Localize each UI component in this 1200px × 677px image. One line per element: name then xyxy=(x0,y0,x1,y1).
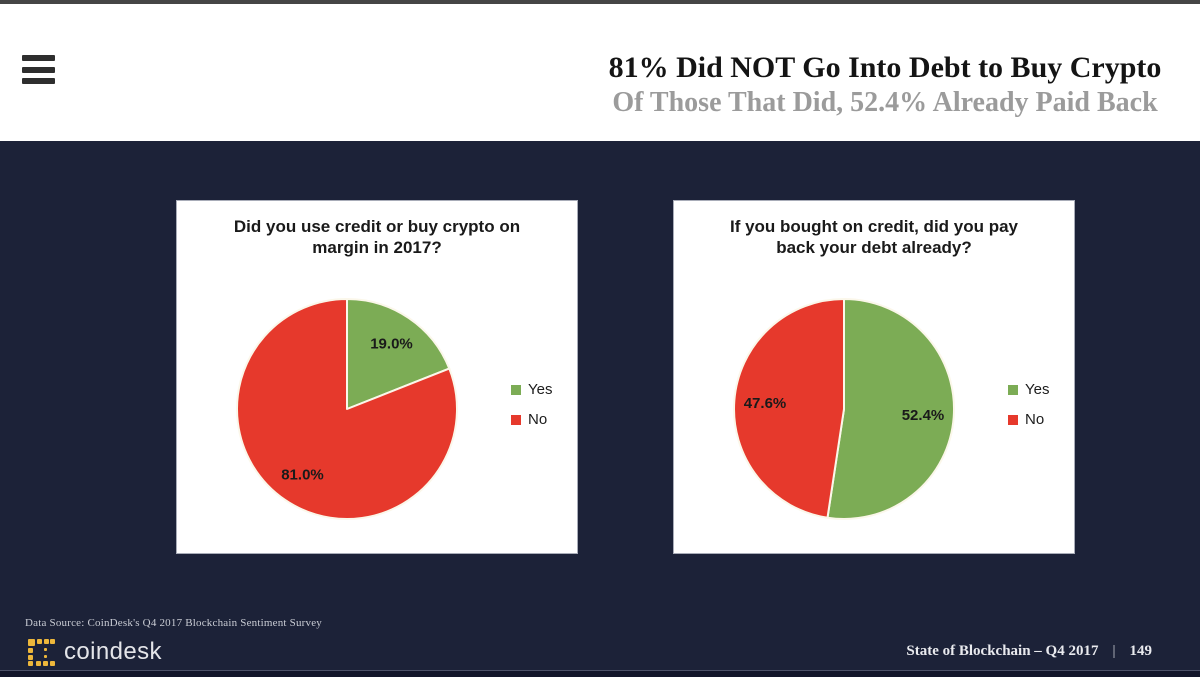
chart-title: If you bought on credit, did you pay bac… xyxy=(729,217,1019,257)
pie-slice-yes xyxy=(346,298,451,410)
slide-title: 81% Did NOT Go Into Debt to Buy Crypto xyxy=(608,51,1162,84)
slice-data-label: 81.0% xyxy=(281,467,324,484)
legend-label: Yes xyxy=(528,381,553,398)
hamburger-icon xyxy=(22,66,55,73)
legend-item-yes: Yes xyxy=(511,381,552,398)
data-source-note: Data Source: CoinDesk's Q4 2017 Blockcha… xyxy=(25,617,322,629)
coindesk-logo: coindesk xyxy=(28,638,162,666)
slide-body: Did you use credit or buy crypto on marg… xyxy=(0,141,1200,677)
chart-title: Did you use credit or buy crypto on marg… xyxy=(233,217,521,257)
hamburger-icon xyxy=(22,78,55,84)
footer-page-info: State of Blockchain – Q4 2017 | 149 xyxy=(906,643,1152,660)
window-top-edge xyxy=(0,0,1200,4)
slide-subtitle: Of Those That Did, 52.4% Already Paid Ba… xyxy=(612,87,1158,118)
slice-data-label: 19.0% xyxy=(370,336,413,353)
window-bottom-edge xyxy=(0,670,1200,677)
pie-chart-credit-usage: 19.0% 81.0% xyxy=(236,298,458,520)
legend-item-yes: Yes xyxy=(1008,381,1049,398)
legend-label: Yes xyxy=(1025,381,1050,398)
legend-item-no: No xyxy=(511,411,552,428)
pie-slice-no xyxy=(733,298,845,519)
pie-chart-debt-payback: 52.4% 47.6% xyxy=(733,298,956,520)
report-title: State of Blockchain – Q4 2017 xyxy=(906,643,1099,659)
legend-label: No xyxy=(1025,411,1045,428)
legend-swatch xyxy=(1008,414,1018,425)
legend-swatch xyxy=(511,384,521,395)
title-block: 81% Did NOT Go Into Debt to Buy Crypto O… xyxy=(570,50,1200,119)
legend-swatch xyxy=(1008,384,1018,395)
slice-data-label: 52.4% xyxy=(902,407,945,424)
coindesk-wordmark: coindesk xyxy=(64,638,162,665)
legend-swatch xyxy=(511,414,521,425)
chart-legend: Yes No xyxy=(1008,381,1049,441)
pie-slice-no xyxy=(236,298,458,520)
slice-data-label: 47.6% xyxy=(744,395,787,412)
menu-button[interactable] xyxy=(22,55,55,84)
hamburger-icon xyxy=(22,55,55,61)
page-number: 149 xyxy=(1129,643,1153,659)
slide-header: 81% Did NOT Go Into Debt to Buy Crypto O… xyxy=(0,4,1200,141)
chart-legend: Yes No xyxy=(511,381,552,441)
legend-label: No xyxy=(528,411,548,428)
separator: | xyxy=(1112,643,1116,659)
pie-slice-yes xyxy=(826,298,956,520)
chart-card-debt-payback: If you bought on credit, did you pay bac… xyxy=(673,200,1075,554)
coindesk-dotted-square-icon xyxy=(28,638,55,666)
legend-item-no: No xyxy=(1008,411,1049,428)
chart-card-credit-usage: Did you use credit or buy crypto on marg… xyxy=(176,200,578,554)
